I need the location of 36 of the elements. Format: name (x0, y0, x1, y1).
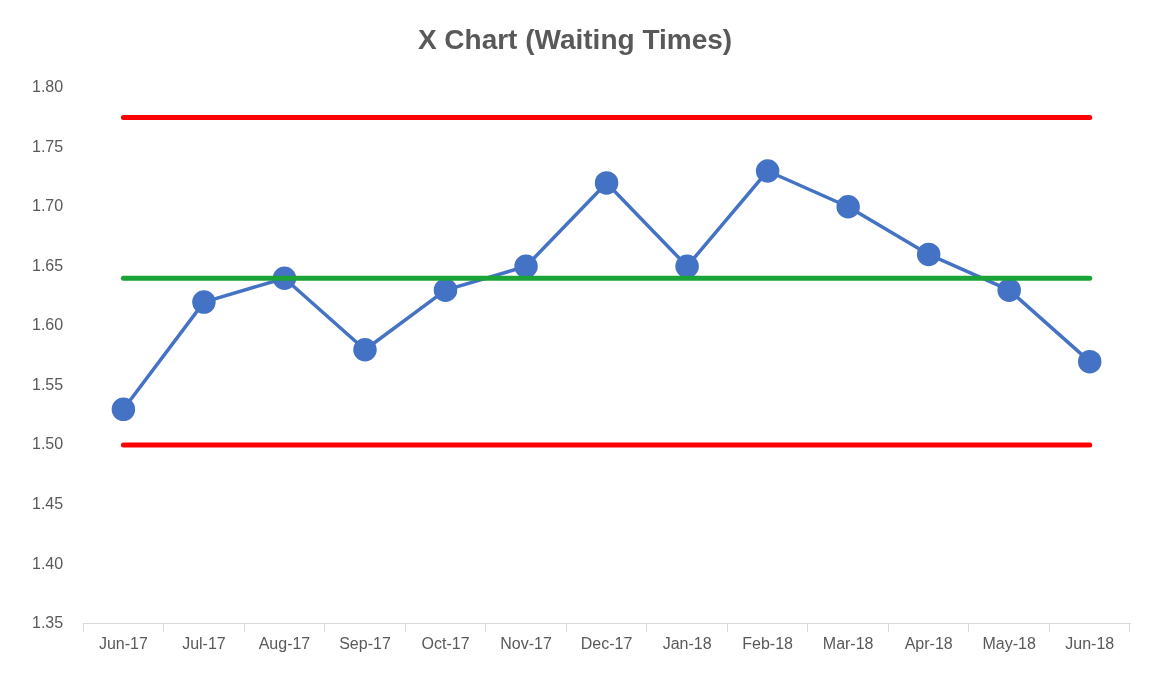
y-tick-label: 1.65 (32, 256, 64, 274)
x-tick-label: Jul-17 (182, 634, 226, 652)
point (997, 278, 1021, 302)
y-tick-label: 1.60 (32, 316, 64, 334)
x-tick-label: Sep-17 (339, 634, 391, 652)
x-tick-label: Apr-18 (904, 634, 953, 652)
point (111, 397, 136, 422)
x-tick-label: Jan-18 (662, 634, 712, 652)
x-tick-label: Oct-17 (421, 634, 470, 652)
y-tick-label: 1.50 (32, 435, 64, 453)
x-tick-label: Aug-17 (258, 634, 311, 652)
chart-title: X Chart (Waiting Times) (417, 23, 733, 55)
point (755, 159, 780, 183)
point (192, 290, 216, 314)
x-tick-label: Feb-18 (742, 634, 794, 652)
y-tick-label: 1.75 (32, 137, 64, 155)
point (514, 254, 538, 279)
point (675, 254, 699, 279)
y-tick-label: 1.70 (32, 197, 64, 215)
y-tick-label: 1.40 (32, 554, 64, 572)
point (594, 171, 619, 195)
y-tick-label: 1.55 (32, 375, 64, 393)
point (433, 278, 458, 302)
x-tick-label: Dec-17 (580, 634, 633, 652)
point (836, 195, 860, 219)
x-tick-label: Jun-18 (1065, 634, 1115, 652)
y-tick-label: 1.45 (32, 495, 64, 513)
point (1077, 349, 1102, 374)
x-tick-label: Jun-17 (98, 634, 148, 652)
point (353, 337, 377, 362)
x-tick-label: Mar-18 (822, 634, 874, 652)
x-tick-label: Nov-17 (500, 634, 552, 652)
point (916, 242, 941, 267)
y-tick-label: 1.35 (32, 614, 64, 632)
x-tick-label: May-18 (982, 634, 1036, 652)
y-tick-label: 1.80 (32, 78, 64, 96)
